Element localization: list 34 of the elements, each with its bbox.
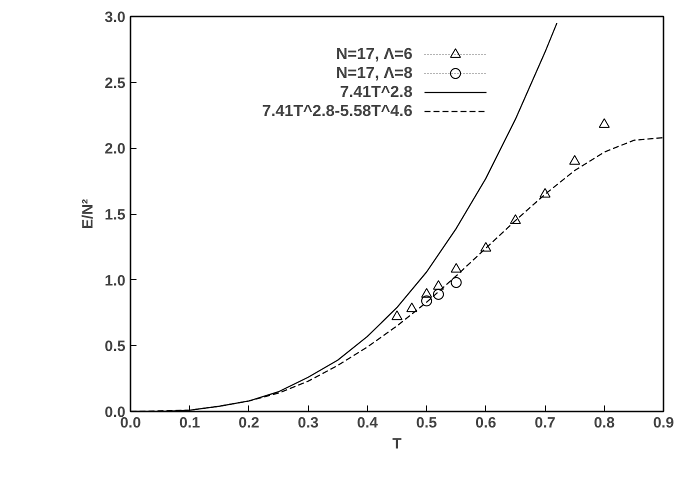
x-tick-label: 0.8 (594, 414, 615, 432)
point (432, 280, 444, 290)
x-tick-label: 0.3 (298, 414, 319, 432)
point (392, 310, 402, 320)
x-tick-label: 0.6 (475, 414, 496, 432)
point (598, 118, 610, 128)
point (421, 295, 432, 306)
point (450, 276, 462, 288)
point (480, 242, 492, 252)
point (432, 288, 444, 300)
y-tick-label: 2.0 (104, 140, 126, 158)
x-axis-title: T (392, 436, 402, 452)
point (510, 214, 521, 224)
point (421, 288, 432, 298)
x-tick-label: 0.4 (356, 414, 378, 432)
y-tick-label: 3.0 (104, 9, 126, 26)
point (406, 302, 418, 312)
y-tick-label: 2.5 (104, 74, 126, 92)
x-tick-label: 0.7 (534, 414, 556, 432)
y-tick-label: 1.0 (104, 272, 126, 290)
x-tick-label: 0.1 (179, 414, 200, 432)
point (569, 155, 580, 165)
x-tick-label: 0.5 (416, 414, 438, 432)
x-tick-label: 0.2 (238, 414, 260, 432)
point (540, 188, 551, 198)
y-tick-label: 0.5 (104, 338, 126, 356)
y-tick-label: 1.5 (104, 206, 126, 224)
x-tick-label: 0.9 (653, 414, 674, 432)
legend-label: N=17, Λ=6 (336, 46, 413, 63)
legend-label: 7.41T^2.8-5.58T^4.6 (262, 103, 413, 120)
point (450, 263, 462, 273)
legend-label: 7.41T^2.8 (340, 84, 413, 101)
legend-label: N=17, Λ=8 (336, 65, 413, 82)
y-axis-title: E/N² (80, 198, 97, 229)
